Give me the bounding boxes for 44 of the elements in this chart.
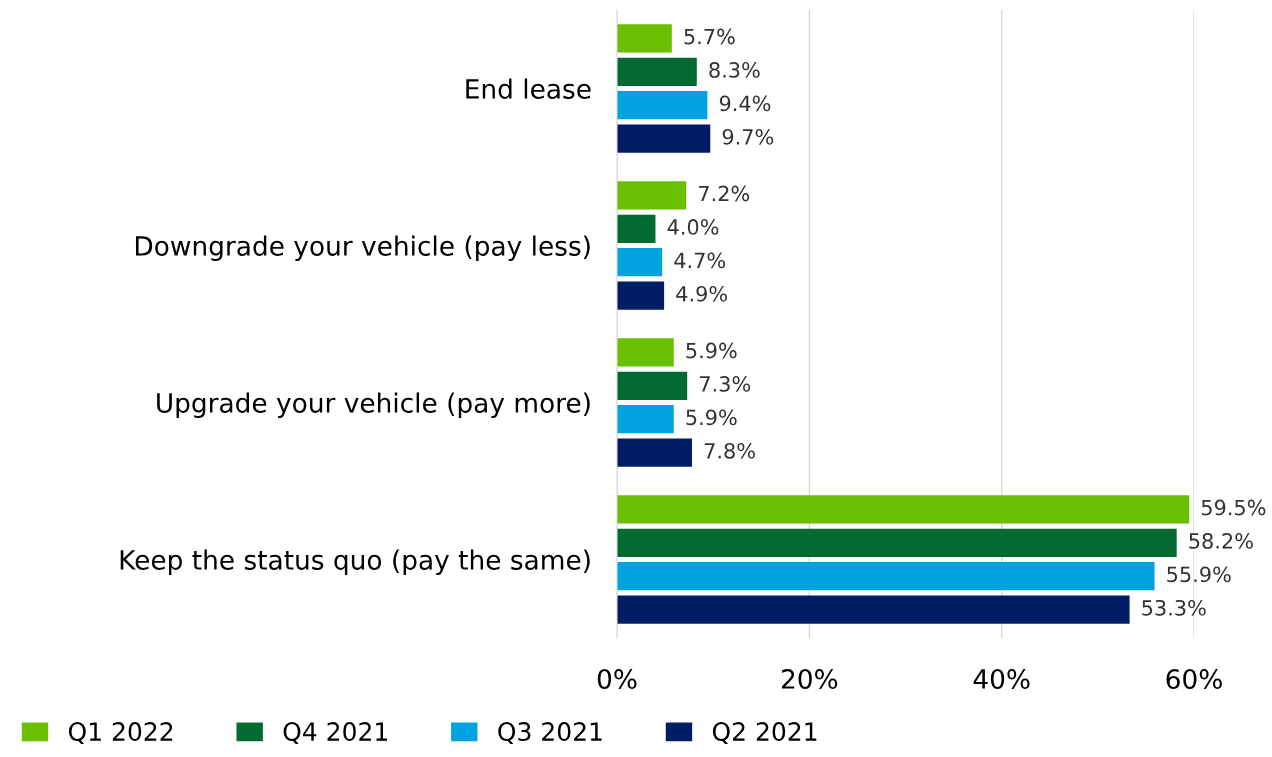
legend-label: Q1 2022 [68, 722, 173, 744]
bar [617, 281, 665, 310]
data-label: 7.2% [699, 185, 750, 202]
bar [617, 338, 674, 367]
bar [617, 91, 708, 120]
x-tick-label: 20% [781, 669, 838, 689]
data-label: 4.7% [674, 252, 726, 269]
x-tick-label: 40% [973, 669, 1030, 689]
data-label: 5.9% [686, 342, 737, 359]
data-label: 59.5% [1201, 499, 1266, 516]
y-tick-label: Downgrade your vehicle (pay less) [135, 235, 590, 262]
data-label: 7.8% [704, 442, 755, 459]
y-tick-label: Keep the status quo (pay the same) [120, 549, 590, 576]
bar [617, 528, 1177, 557]
bar [617, 57, 697, 86]
y-tick-label: Upgrade your vehicle (pay more) [157, 392, 590, 419]
legend-label: Q3 2021 [498, 722, 602, 744]
data-label: 9.4% [719, 95, 771, 112]
data-label: 58.2% [1189, 533, 1253, 549]
data-label: 53.3% [1142, 599, 1206, 616]
data-label: 7.3% [700, 376, 751, 392]
bar [617, 214, 656, 243]
bar [617, 595, 1130, 624]
bar [617, 181, 687, 210]
legend-label: Q2 2021 [712, 722, 817, 744]
legend-label: Q4 2021 [283, 722, 387, 744]
data-label: 4.0% [667, 219, 719, 235]
x-tick-label: 0% [597, 669, 637, 689]
x-tick-label: 60% [1166, 669, 1222, 689]
data-label: 9.7% [722, 128, 774, 145]
data-label: 5.7% [684, 28, 735, 45]
bar [617, 248, 663, 277]
bar [617, 438, 693, 467]
bar [617, 562, 1155, 591]
data-label: 8.3% [709, 62, 760, 78]
bar [617, 124, 711, 153]
bar [617, 24, 672, 53]
bar [617, 371, 688, 400]
data-label: 55.9% [1167, 566, 1231, 583]
data-label: 5.9% [686, 409, 737, 426]
bar [617, 405, 674, 434]
bar [617, 495, 1190, 524]
y-tick-label: End lease [466, 78, 591, 99]
data-label: 4.9% [676, 285, 728, 302]
